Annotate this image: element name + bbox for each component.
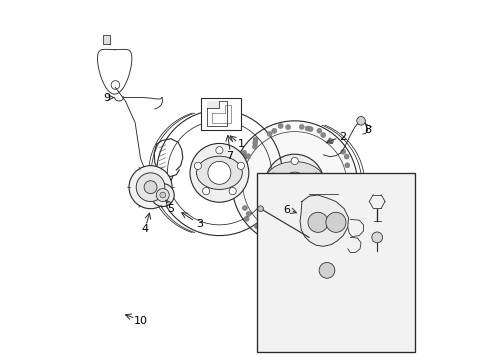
Circle shape [194, 162, 201, 170]
Circle shape [356, 117, 365, 125]
Circle shape [254, 224, 259, 229]
Circle shape [304, 198, 311, 206]
Circle shape [278, 123, 283, 129]
Polygon shape [300, 195, 348, 246]
Circle shape [341, 204, 346, 209]
Text: 3: 3 [196, 219, 203, 229]
Bar [102, 35, 110, 44]
Circle shape [252, 140, 257, 145]
Circle shape [241, 150, 246, 155]
Circle shape [298, 237, 303, 242]
Circle shape [328, 139, 333, 144]
Circle shape [144, 181, 157, 194]
Circle shape [245, 211, 250, 216]
Circle shape [156, 189, 169, 202]
Circle shape [252, 144, 257, 149]
Text: 7: 7 [226, 150, 233, 161]
Circle shape [207, 161, 230, 184]
Circle shape [319, 262, 334, 278]
Circle shape [136, 173, 164, 202]
Circle shape [266, 131, 272, 136]
Circle shape [238, 165, 243, 170]
Circle shape [264, 230, 269, 235]
Circle shape [348, 189, 353, 194]
Circle shape [238, 159, 243, 164]
Text: 4: 4 [141, 225, 148, 234]
Circle shape [234, 190, 240, 195]
Circle shape [234, 190, 239, 195]
Circle shape [299, 124, 304, 129]
Ellipse shape [196, 156, 242, 189]
Circle shape [344, 154, 348, 159]
Circle shape [235, 166, 241, 171]
Circle shape [344, 163, 349, 168]
Circle shape [290, 157, 298, 165]
Circle shape [347, 197, 352, 202]
Circle shape [312, 173, 319, 180]
Circle shape [237, 162, 244, 170]
Circle shape [245, 154, 250, 159]
Circle shape [283, 172, 305, 195]
Text: 10: 10 [133, 316, 147, 325]
Circle shape [242, 206, 247, 211]
Circle shape [321, 227, 326, 232]
Circle shape [129, 166, 172, 209]
Ellipse shape [264, 162, 325, 206]
Polygon shape [206, 101, 219, 108]
Circle shape [316, 128, 321, 133]
Text: 5: 5 [167, 204, 174, 214]
Text: 2: 2 [339, 132, 346, 142]
Circle shape [236, 162, 241, 167]
Bar [257, 173, 414, 352]
Circle shape [337, 211, 343, 216]
Circle shape [266, 234, 271, 239]
Text: 6: 6 [283, 206, 290, 216]
Text: 8: 8 [364, 125, 371, 135]
Circle shape [242, 155, 247, 160]
Circle shape [320, 132, 325, 138]
Circle shape [289, 238, 294, 243]
Circle shape [252, 137, 258, 142]
Circle shape [265, 154, 324, 213]
Circle shape [151, 184, 174, 207]
Circle shape [325, 212, 346, 232]
Text: 9: 9 [102, 93, 110, 103]
Circle shape [202, 188, 209, 195]
Circle shape [238, 181, 243, 186]
Circle shape [228, 188, 236, 195]
Circle shape [325, 227, 329, 232]
Circle shape [340, 149, 345, 154]
Circle shape [277, 198, 285, 206]
Circle shape [244, 216, 248, 221]
Circle shape [269, 173, 276, 180]
Circle shape [305, 126, 309, 131]
Circle shape [190, 143, 248, 202]
Circle shape [371, 232, 382, 243]
Circle shape [160, 192, 165, 198]
Circle shape [231, 121, 357, 246]
Circle shape [349, 194, 355, 199]
Circle shape [215, 147, 223, 154]
Circle shape [271, 128, 276, 133]
Circle shape [257, 206, 263, 212]
Circle shape [307, 212, 327, 232]
Bar [201, 98, 241, 130]
Text: 1: 1 [237, 139, 244, 149]
Circle shape [261, 228, 266, 233]
Circle shape [307, 127, 312, 132]
Circle shape [285, 125, 290, 130]
